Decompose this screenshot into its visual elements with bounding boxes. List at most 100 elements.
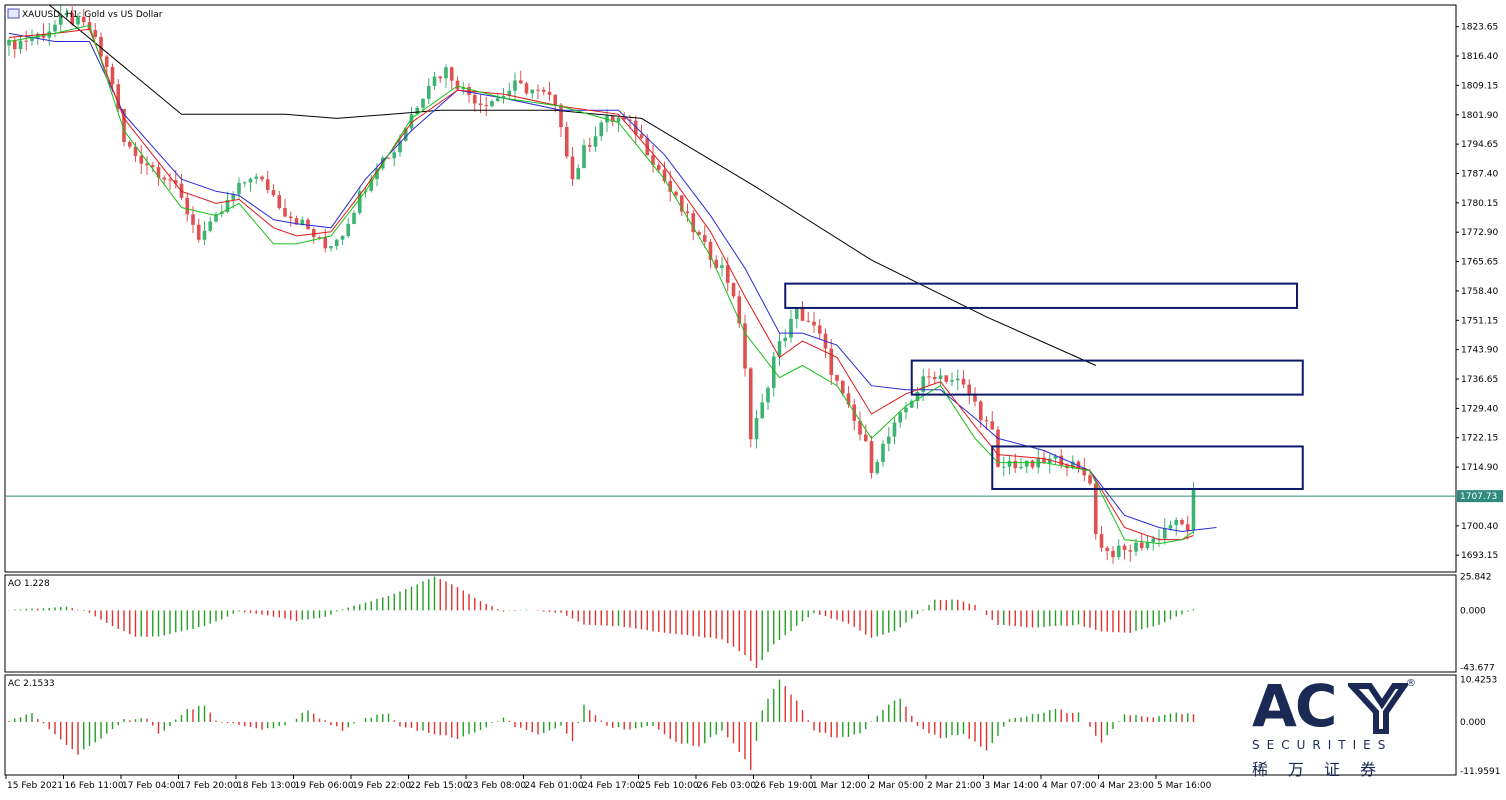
candle-body	[794, 308, 799, 319]
time-tick-label: 22 Feb 15:00	[410, 781, 469, 791]
price-tick-label: 1823.65	[1461, 23, 1498, 33]
candle-body	[237, 182, 241, 195]
time-tick-label: 24 Feb 17:00	[582, 781, 641, 791]
candle-body	[1007, 460, 1012, 467]
indicator-line_green	[8, 24, 1194, 545]
candle-body	[777, 341, 782, 357]
candle-body	[122, 108, 126, 142]
candle-body	[892, 422, 897, 437]
candle-body	[547, 91, 552, 95]
candle-body	[616, 117, 621, 122]
price-tick-label: 1751.15	[1461, 316, 1498, 326]
candle-body	[668, 181, 673, 192]
candle-body	[104, 56, 109, 67]
candle-body	[1088, 475, 1092, 484]
candle-body	[35, 33, 40, 39]
indicator-line_blue	[8, 32, 1217, 533]
candle-body	[24, 40, 29, 42]
candle-body	[1047, 458, 1052, 464]
price-tick-label: 1693.15	[1461, 551, 1498, 561]
candle-body	[139, 155, 144, 164]
candle-body	[518, 80, 523, 84]
candle-body	[248, 178, 253, 183]
candle-body	[932, 376, 937, 380]
candle-body	[1093, 483, 1098, 535]
candle-body	[996, 429, 1000, 467]
candle-body	[283, 208, 287, 217]
candle-body	[1116, 545, 1121, 558]
candle-body	[150, 165, 155, 168]
candle-body	[185, 197, 190, 215]
candle-body	[455, 80, 460, 90]
time-tick-label: 26 Feb 19:00	[755, 781, 814, 791]
time-tick-label: 2 Mar 05:00	[870, 781, 925, 791]
candle-body	[196, 224, 201, 240]
candle-body	[110, 66, 115, 85]
candle-body	[357, 191, 362, 213]
candle-body	[260, 176, 264, 180]
price-tick-label: 1787.40	[1461, 169, 1498, 179]
ao-label: AO 1.228	[8, 579, 50, 589]
candle-body	[277, 195, 282, 209]
candle-body	[12, 40, 17, 50]
price-tick-label: 1758.40	[1461, 287, 1498, 297]
candle-body	[524, 83, 529, 94]
candle-body	[599, 122, 604, 137]
candle-body	[639, 134, 644, 139]
time-tick-label: 18 Feb 13:00	[237, 781, 296, 791]
candle-body	[334, 239, 339, 247]
candle-body	[7, 40, 11, 46]
time-tick-label: 3 Mar 14:00	[985, 781, 1040, 791]
candle-body	[346, 223, 351, 237]
ao-panel-frame	[4, 574, 1457, 673]
candle-body	[1151, 538, 1156, 543]
candle-body	[271, 190, 276, 196]
candle-body	[789, 318, 793, 338]
time-tick-label: 17 Feb 20:00	[180, 781, 239, 791]
candle-body	[564, 127, 569, 157]
candle-body	[835, 374, 839, 381]
candle-body	[1001, 466, 1006, 468]
candle-body	[984, 420, 989, 422]
candle-body	[403, 128, 408, 141]
price-tick-label: 1772.90	[1461, 228, 1498, 238]
candle-body	[294, 218, 299, 225]
candle-body	[70, 12, 75, 25]
candle-body	[697, 232, 701, 236]
candle-body	[783, 337, 788, 342]
candle-body	[288, 216, 293, 219]
candle-body	[127, 141, 132, 147]
candle-body	[685, 211, 690, 214]
price-panel-frame	[4, 4, 1457, 573]
candle-body	[536, 89, 540, 91]
time-tick-label: 2 Mar 21:00	[927, 781, 982, 791]
candle-body	[869, 441, 874, 473]
candle-body	[674, 191, 678, 196]
time-tick-label: 16 Feb 11:00	[65, 781, 124, 791]
candle-body	[317, 237, 322, 239]
candle-body	[587, 145, 592, 147]
candle-body	[1059, 455, 1064, 466]
candle-body	[231, 194, 236, 200]
ac-tick-label: 10.4253	[1460, 675, 1497, 685]
candle-body	[415, 107, 420, 115]
candle-body	[392, 152, 397, 159]
price-tick-label: 1729.40	[1461, 404, 1498, 414]
candle-body	[1111, 550, 1115, 558]
candle-body	[1162, 528, 1167, 539]
candle-body	[766, 387, 770, 403]
candle-body	[208, 221, 213, 231]
candle-body	[628, 119, 632, 121]
time-tick-label: 5 Mar 16:00	[1157, 781, 1212, 791]
candle-body	[840, 380, 845, 394]
indicator-line_red	[8, 28, 1194, 541]
candle-body	[955, 378, 960, 381]
candle-body	[961, 378, 966, 385]
candle-body	[369, 179, 374, 191]
candle-body	[904, 407, 908, 413]
candle-body	[950, 380, 954, 382]
candle-body	[576, 168, 581, 180]
candle-body	[978, 401, 983, 421]
candle-body	[863, 434, 868, 442]
candle-body	[570, 156, 575, 180]
